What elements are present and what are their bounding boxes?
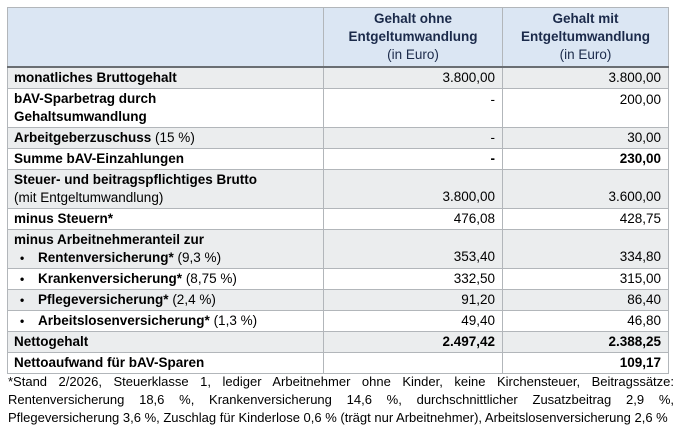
- row-label-line2: Gehaltsumwandlung: [14, 109, 147, 124]
- header-gehalt-ohne: Gehalt ohne Entgeltumwandlung (in Euro): [323, 7, 503, 68]
- row-label-main: Arbeitslosenversicherung*: [38, 313, 210, 328]
- row-label: Arbeitgeberzuschuss (15 %): [7, 127, 324, 149]
- footnote-text: *Stand 2/2026, Steuerklasse 1, lediger A…: [8, 374, 674, 425]
- row-label: bAV-Sparbetrag durch Gehaltsumwandlung: [7, 88, 324, 128]
- value-mit: 315,00: [502, 268, 669, 290]
- row-arbeitslosenversicherung: • Arbeitslosenversicherung* (1,3 %) 49,40…: [7, 310, 669, 332]
- value-mit: 3.600,00: [502, 169, 669, 209]
- row-label: • Pflegeversicherung* (2,4 %): [7, 289, 324, 311]
- value-mit: 109,17: [502, 352, 669, 374]
- row-label-suffix: (15 %): [151, 130, 195, 145]
- header-ohne-line2: Entgeltumwandlung: [348, 29, 478, 44]
- value-ohne: [323, 352, 503, 374]
- bullet-icon: •: [20, 272, 25, 286]
- value-ohne: -: [323, 88, 503, 128]
- bav-comparison-table-wrap: Gehalt ohne Entgeltumwandlung (in Euro) …: [7, 7, 669, 374]
- row-pflegeversicherung: • Pflegeversicherung* (2,4 %) 91,20 86,40: [7, 289, 669, 311]
- row-label-line2: • Rentenversicherung* (9,3 %): [14, 249, 317, 267]
- row-label: • Arbeitslosenversicherung* (1,3 %): [7, 310, 324, 332]
- row-label: Steuer- und beitragspflichtiges Brutto (…: [7, 169, 324, 209]
- value-ohne: 476,08: [323, 208, 503, 230]
- bullet-icon: •: [20, 251, 25, 265]
- row-label: minus Steuern*: [7, 208, 324, 230]
- row-label-main: Rentenversicherung*: [38, 250, 174, 265]
- row-label: minus Arbeitnehmeranteil zur • Rentenvers…: [7, 229, 324, 269]
- bullet-icon: •: [20, 293, 25, 307]
- header-mit-line2: Entgeltumwandlung: [521, 29, 650, 44]
- header-gehalt-mit: Gehalt mit Entgeltumwandlung (in Euro): [502, 7, 669, 68]
- row-steuerpflichtiges-brutto: Steuer- und beitragspflichtiges Brutto (…: [7, 169, 669, 209]
- value-mit: 200,00: [502, 88, 669, 128]
- bullet-icon: •: [20, 314, 25, 328]
- value-mit: 46,80: [502, 310, 669, 332]
- row-label: • Krankenversicherung* (8,75 %): [7, 268, 324, 290]
- row-minus-steuern: minus Steuern* 476,08 428,75: [7, 208, 669, 230]
- row-label: monatliches Bruttogehalt: [7, 66, 324, 89]
- value-ohne: 3.800,00: [323, 66, 503, 89]
- row-label-suffix: (1,3 %): [209, 313, 258, 328]
- header-mit-line1: Gehalt mit: [552, 11, 619, 26]
- row-label-suffix: (2,4 %): [168, 292, 216, 307]
- value-mit: 86,40: [502, 289, 669, 311]
- row-label-line2: (mit Entgeltumwandlung): [14, 190, 164, 205]
- header-ohne-unit: (in Euro): [387, 47, 439, 62]
- value-ohne: -: [323, 127, 503, 149]
- value-ohne: 2.497,42: [323, 331, 503, 353]
- value-ohne: 332,50: [323, 268, 503, 290]
- row-summe-bav: Summe bAV-Einzahlungen - 230,00: [7, 148, 669, 170]
- bav-comparison-table: Gehalt ohne Entgeltumwandlung (in Euro) …: [7, 7, 669, 374]
- row-label-line1: Steuer- und beitragspflichtiges Brutto: [14, 172, 258, 187]
- header-label-cell: [7, 7, 324, 68]
- row-label-main: Pflegeversicherung*: [38, 292, 169, 307]
- value-ohne: -: [323, 148, 503, 170]
- value-ohne: 91,20: [323, 289, 503, 311]
- header-mit-unit: (in Euro): [559, 47, 612, 62]
- row-label-main: Krankenversicherung*: [38, 271, 183, 286]
- row-arbeitgeberzuschuss: Arbeitgeberzuschuss (15 %) - 30,00: [7, 127, 669, 149]
- header-row: Gehalt ohne Entgeltumwandlung (in Euro) …: [7, 7, 669, 68]
- value-mit: 334,80: [502, 229, 669, 269]
- row-nettogehalt: Nettogehalt 2.497,42 2.388,25: [7, 331, 669, 353]
- row-label: Summe bAV-Einzahlungen: [7, 148, 324, 170]
- row-rentenversicherung: minus Arbeitnehmeranteil zur • Rentenvers…: [7, 229, 669, 269]
- row-label: Nettoaufwand für bAV-Sparen: [7, 352, 324, 374]
- value-mit: 3.800,00: [502, 66, 669, 89]
- row-label: Nettogehalt: [7, 331, 324, 353]
- row-krankenversicherung: • Krankenversicherung* (8,75 %) 332,50 31…: [7, 268, 669, 290]
- value-ohne: 49,40: [323, 310, 503, 332]
- value-mit: 30,00: [502, 127, 669, 149]
- value-ohne: 3.800,00: [323, 169, 503, 209]
- value-mit: 230,00: [502, 148, 669, 170]
- value-mit: 2.388,25: [502, 331, 669, 353]
- value-mit: 428,75: [502, 208, 669, 230]
- row-bav-sparbetrag: bAV-Sparbetrag durch Gehaltsumwandlung -…: [7, 88, 669, 128]
- row-label-main: Arbeitgeberzuschuss: [14, 130, 152, 145]
- row-label-suffix: (9,3 %): [173, 250, 222, 265]
- row-label-line1: minus Arbeitnehmeranteil zur: [14, 232, 205, 247]
- value-ohne: 353,40: [323, 229, 503, 269]
- row-bruttogehalt: monatliches Bruttogehalt 3.800,00 3.800,…: [7, 66, 669, 89]
- row-label-line1: bAV-Sparbetrag durch: [14, 91, 157, 106]
- header-ohne-line1: Gehalt ohne: [373, 11, 452, 26]
- row-nettoaufwand: Nettoaufwand für bAV-Sparen 109,17: [7, 352, 669, 374]
- row-label-suffix: (8,75 %): [182, 271, 237, 286]
